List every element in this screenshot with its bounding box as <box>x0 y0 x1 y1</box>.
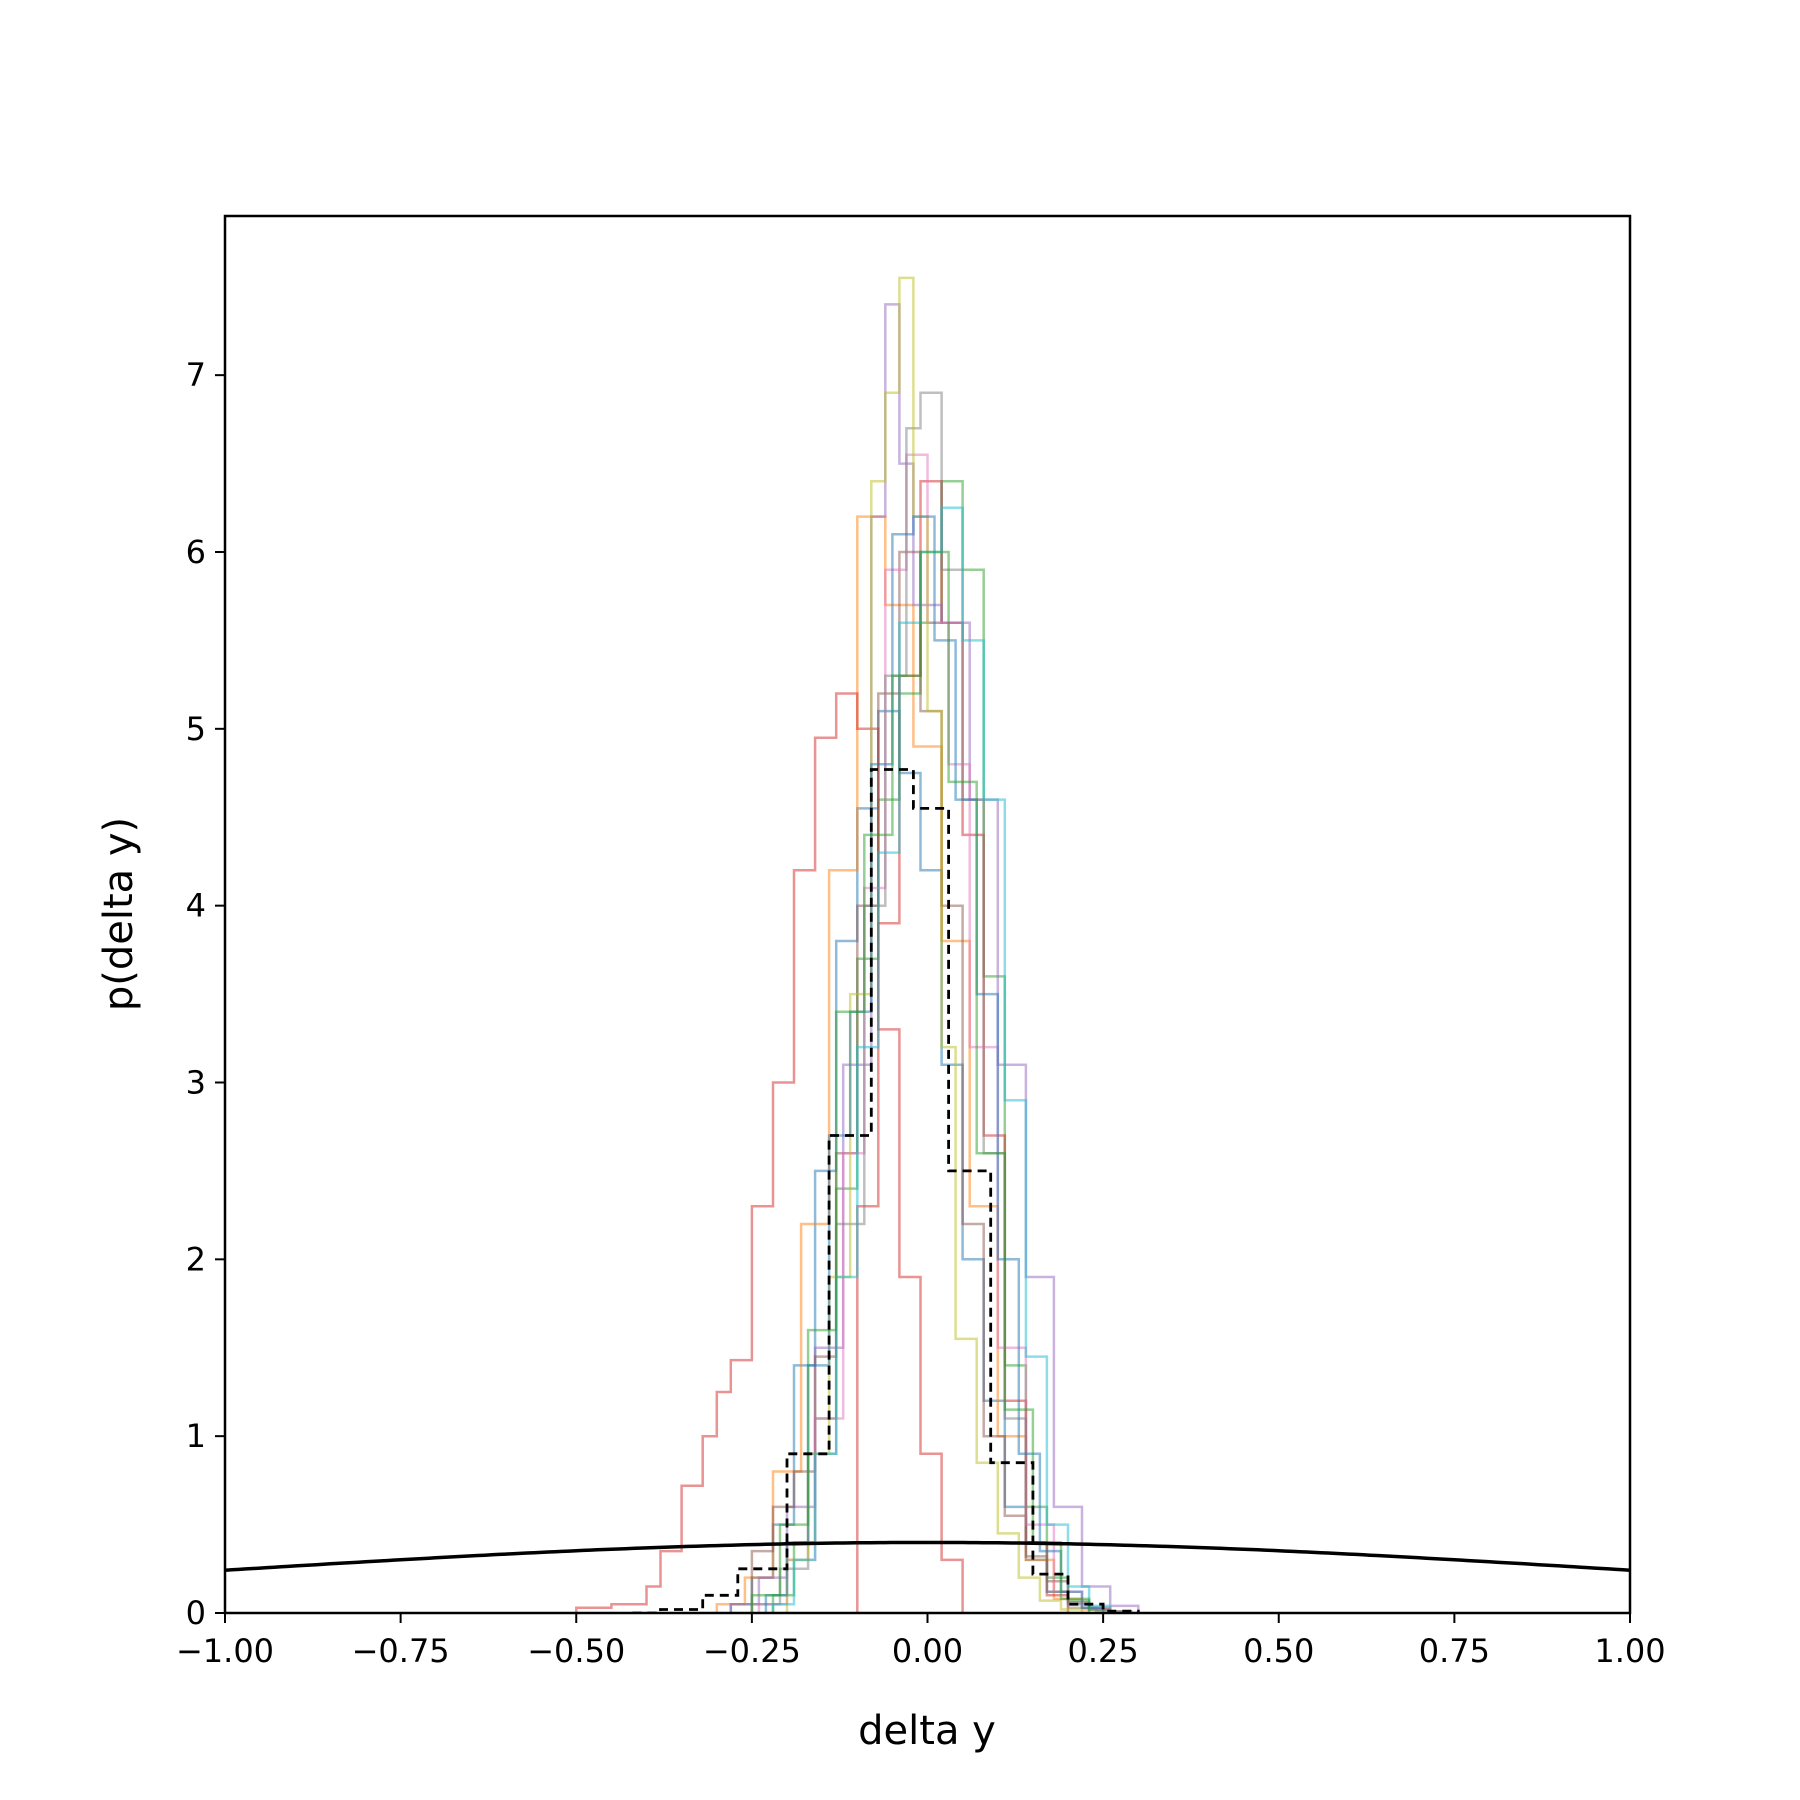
histogram-series-12 <box>764 515 1105 1613</box>
x-axis-label: delta y <box>858 1708 996 1754</box>
reference-layer <box>225 768 1630 1613</box>
x-axis: −1.00 −0.75 −0.50 −0.25 0.00 0.25 0.50 0.75 1.00 <box>176 1613 1666 1670</box>
y-axis: 0 1 2 3 4 5 6 7 <box>186 356 225 1632</box>
histogram-series-13 <box>750 550 1091 1613</box>
x-tick-label: −0.50 <box>527 1632 625 1670</box>
y-tick-label: 4 <box>186 887 206 925</box>
y-tick-label: 0 <box>186 1594 206 1632</box>
y-tick-label: 2 <box>186 1240 206 1278</box>
x-tick-label: 0.25 <box>1068 1632 1139 1670</box>
x-tick-label: 0.50 <box>1243 1632 1314 1670</box>
x-tick-label: 1.00 <box>1594 1632 1665 1670</box>
x-tick-label: −0.25 <box>703 1632 801 1670</box>
reference-histogram <box>632 768 1140 1613</box>
x-tick-label: 0.00 <box>892 1632 963 1670</box>
gaussian-curve <box>225 1540 1630 1572</box>
x-tick-label: −0.75 <box>352 1632 450 1670</box>
histogram-series-4 <box>575 692 964 1613</box>
y-tick-label: 3 <box>186 1063 206 1101</box>
y-tick-label: 1 <box>186 1417 206 1455</box>
x-tick-label: 0.75 <box>1419 1632 1490 1670</box>
x-tick-label: −1.00 <box>176 1632 274 1670</box>
y-tick-label: 6 <box>186 533 206 571</box>
y-tick-label: 7 <box>186 356 206 394</box>
y-tick-label: 5 <box>186 710 206 748</box>
y-axis-label: p(delta y) <box>96 817 142 1011</box>
